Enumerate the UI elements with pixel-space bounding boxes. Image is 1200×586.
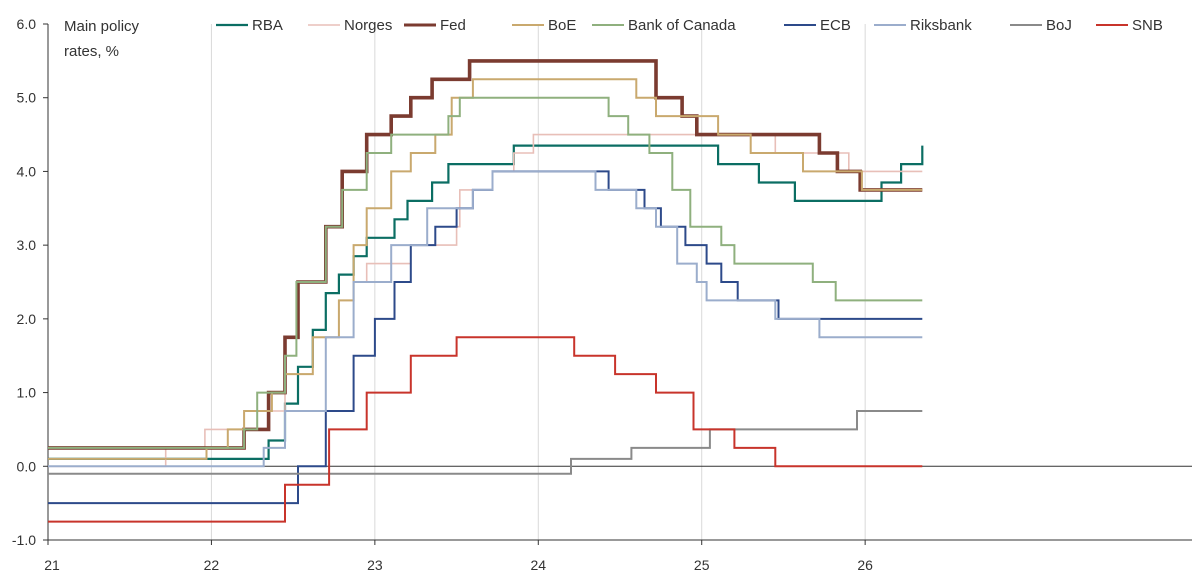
legend-label: Bank of Canada <box>628 17 736 34</box>
legend-label: Riksbank <box>910 17 972 34</box>
series-line-norges <box>48 133 923 468</box>
series-line-snb <box>48 336 923 523</box>
legend-label: Norges <box>344 17 392 34</box>
ylabel-line-1: Main policy <box>64 18 140 35</box>
y-tick-label: 2.0 <box>17 311 37 327</box>
series-line-rba <box>48 144 924 460</box>
x-tick-label: 24 <box>530 557 546 573</box>
series-line-boj <box>48 410 923 475</box>
legend-label: ECB <box>820 17 851 34</box>
grid-layer <box>210 24 866 540</box>
x-tick-label: 23 <box>367 557 383 573</box>
y-tick-label: 6.0 <box>17 16 37 32</box>
x-tick-label: 22 <box>204 557 220 573</box>
y-tick-label: 3.0 <box>17 237 37 253</box>
series-line-boe <box>48 78 923 460</box>
legend-label: SNB <box>1132 17 1163 34</box>
legend-label: Fed <box>440 17 466 34</box>
series-line-riksbank <box>48 170 923 468</box>
legend-label: BoE <box>548 17 576 34</box>
x-tick-label: 25 <box>694 557 710 573</box>
y-tick-label: 0.0 <box>17 458 37 474</box>
y-tick-label: 5.0 <box>17 90 37 106</box>
legend-label: BoJ <box>1046 17 1072 34</box>
legend: RBA Norges Fed BoE Bank of Canada ECB Riksbank… <box>216 17 1163 34</box>
y-tick-label: 4.0 <box>17 163 37 179</box>
series-line-fed <box>48 59 923 450</box>
y-tick-label: -1.0 <box>12 532 36 548</box>
ylabel-line-2: rates, % <box>64 43 119 60</box>
legend-label: RBA <box>252 17 283 34</box>
axis-layer: -1.0 0.0 1.0 2.0 3.0 4.0 5.0 6.0 21 22 23 24 25 26 <box>12 16 1192 573</box>
series-layer <box>48 59 924 523</box>
x-tick-label: 26 <box>857 557 873 573</box>
y-tick-label: 1.0 <box>17 385 37 401</box>
series-line-bank-of-canada <box>48 96 923 449</box>
x-tick-label: 21 <box>44 557 60 573</box>
